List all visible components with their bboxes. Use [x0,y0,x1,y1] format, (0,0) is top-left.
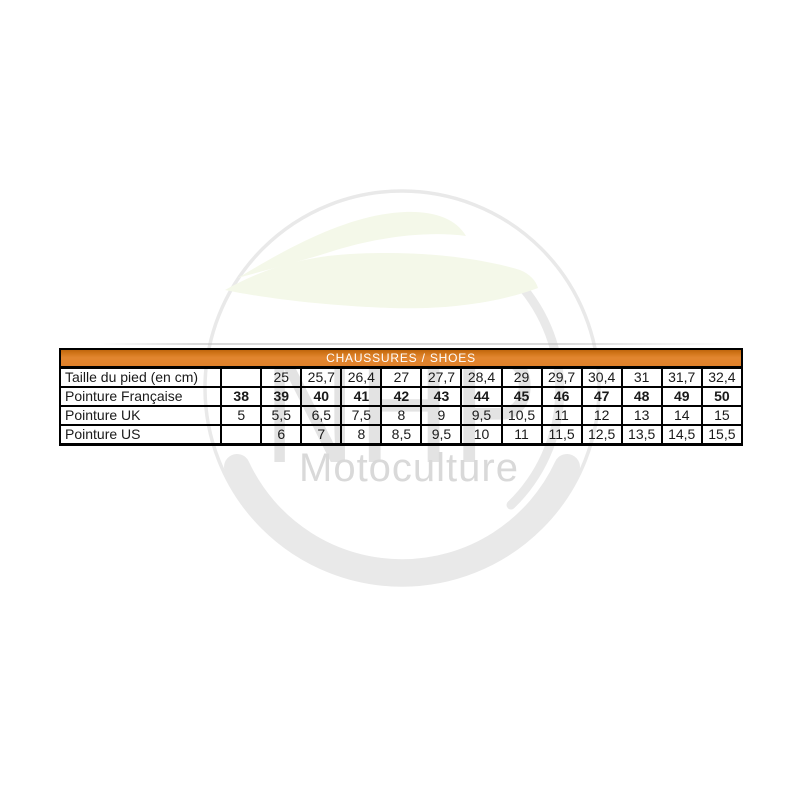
table-cell: 27 [380,366,423,388]
table-cell [220,424,263,446]
size-chart-table: CHAUSSURES / SHOES Taille du pied (en cm… [58,348,744,446]
table-cell: 9,5 [460,405,503,426]
table-cell: 49 [660,386,703,407]
artifact-line [100,343,740,345]
table-cell: 11 [540,405,583,426]
table-cell: 40 [300,386,343,407]
size-chart: CHAUSSURES / SHOES Taille du pied (en cm… [58,348,744,446]
row-label: Pointure Française [58,386,223,407]
table-cell: 45 [500,386,543,407]
size-table-body: Taille du pied (en cm) 25 25,7 26,4 27 27,7 28… [58,366,744,446]
table-cell: 32,4 [700,366,744,388]
row-label: Pointure US [58,424,223,446]
table-cell: 44 [460,386,503,407]
table-cell: 39 [260,386,303,407]
table-cell: 13 [620,405,663,426]
table-cell: 28,4 [460,366,503,388]
table-cell: 8 [340,424,383,446]
table-cell: 46 [540,386,583,407]
table-cell: 30,4 [580,366,623,388]
table-cell: 27,7 [420,366,463,388]
table-cell: 26,4 [340,366,383,388]
table-cell: 12,5 [580,424,623,446]
table-cell: 15,5 [700,424,744,446]
table-cell: 6,5 [300,405,343,426]
table-cell: 13,5 [620,424,663,446]
table-cell: 29 [500,366,543,388]
watermark-swoosh-bottom [224,454,580,586]
table-cell [220,366,263,388]
table-cell: 50 [700,386,744,407]
table-cell: 9 [420,405,463,426]
table-cell: 6 [260,424,303,446]
table-cell: 10 [460,424,503,446]
table-cell: 8 [380,405,423,426]
row-label: Taille du pied (en cm) [58,366,223,388]
table-cell: 42 [380,386,423,407]
table-cell: 12 [580,405,623,426]
table-cell: 11 [500,424,543,446]
table-cell: 14 [660,405,703,426]
table-header-row: CHAUSSURES / SHOES [59,348,743,369]
leaf-icon-top [238,211,466,278]
table-cell: 14,5 [660,424,703,446]
table-cell: 41 [340,386,383,407]
table-cell: 29,7 [540,366,583,388]
watermark-brand: Motoculture [299,446,519,490]
table-row: Pointure US 6 7 8 8,5 9,5 10 11 11,5 12,5 13,5 14,5… [58,424,744,446]
table-row: Taille du pied (en cm) 25 25,7 26,4 27 27,7 28… [58,366,744,388]
table-cell: 25 [260,366,303,388]
table-cell: 38 [220,386,263,407]
table-cell: 7 [300,424,343,446]
table-cell: 8,5 [380,424,423,446]
table-cell: 47 [580,386,623,407]
table-cell: 48 [620,386,663,407]
table-row: Pointure UK 5 5,5 6,5 7,5 8 9 9,5 10,5 11 12 13 14 15 [58,405,744,426]
table-cell: 5,5 [260,405,303,426]
table-cell: 31 [620,366,663,388]
table-cell: 7,5 [340,405,383,426]
leaf-icon-body [225,252,538,309]
table-row: Pointure Française 38 39 40 41 42 43 44 45 46 47 48… [58,386,744,407]
table-cell: 15 [700,405,744,426]
table-cell: 25,7 [300,366,343,388]
table-cell: 10,5 [500,405,543,426]
table-cell: 43 [420,386,463,407]
table-cell: 31,7 [660,366,703,388]
table-header: CHAUSSURES / SHOES [59,348,743,369]
table-cell: 9,5 [420,424,463,446]
table-cell: 11,5 [540,424,583,446]
table-cell: 5 [220,405,263,426]
row-label: Pointure UK [58,405,223,426]
